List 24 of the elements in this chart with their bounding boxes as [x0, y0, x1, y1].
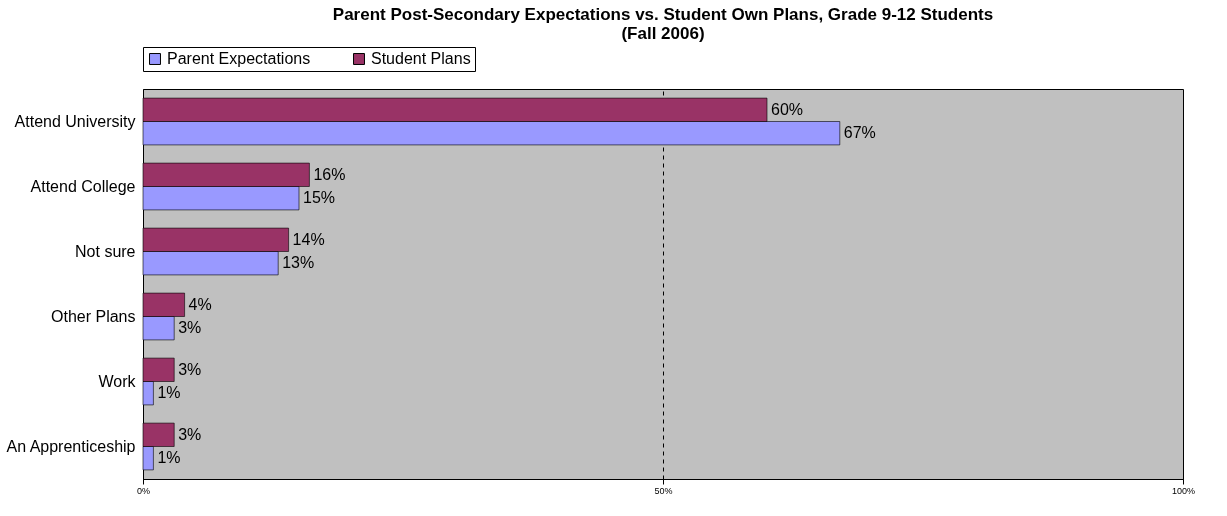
y-tick-label: Other Plans — [51, 307, 136, 325]
y-tick-label: Work — [98, 372, 137, 390]
data-label: 3% — [178, 425, 202, 443]
y-tick-label: An Apprenticeship — [6, 437, 136, 455]
data-label: 3% — [178, 319, 202, 337]
y-tick-label: Attend University — [14, 112, 136, 130]
x-tick-label: 100% — [1171, 485, 1196, 496]
y-tick-label: Not sure — [75, 242, 136, 260]
data-label: 1% — [157, 449, 181, 467]
data-label: 60% — [771, 100, 804, 118]
data-label: 16% — [313, 165, 346, 183]
data-label: 15% — [303, 189, 336, 207]
y-tick-label: Attend College — [30, 177, 136, 195]
data-label: 1% — [157, 384, 181, 402]
data-label: 4% — [188, 295, 212, 313]
data-label: 3% — [178, 360, 202, 378]
data-label: 13% — [282, 254, 315, 272]
x-tick-label: 50% — [654, 485, 673, 496]
x-tick-label: 0% — [136, 485, 151, 496]
chart-title: Parent Post-Secondary Expectations vs. Student Own Plans, Grade 9-12 Students (Fall 2006) — [332, 4, 994, 43]
legend-label: Parent Expectations — [167, 50, 311, 67]
legend-label: Student Plans — [371, 50, 471, 67]
data-label: 67% — [843, 124, 876, 142]
data-label: 14% — [292, 230, 325, 248]
